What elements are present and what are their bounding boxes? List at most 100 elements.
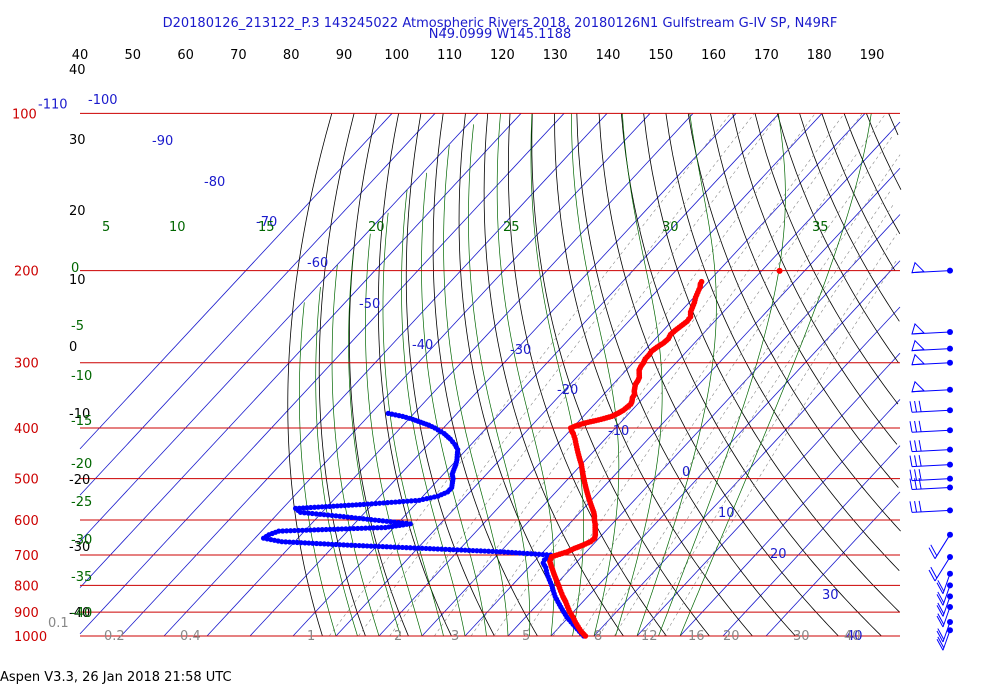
isotherm-label: -30 xyxy=(510,343,531,358)
wind-barb-pennant xyxy=(911,339,926,352)
dewpoint-point xyxy=(372,543,378,549)
pressure-tick-label: 800 xyxy=(14,579,39,594)
pressure-tick-label: 900 xyxy=(14,606,39,621)
wind-barb-shaft xyxy=(942,621,951,643)
wind-barb-feather xyxy=(918,440,922,452)
wind-barb xyxy=(911,261,953,274)
dry-adiabat-line xyxy=(687,113,901,532)
dewpoint-point xyxy=(395,544,402,550)
wind-barb-shaft xyxy=(911,429,951,433)
wind-barb-feather xyxy=(918,400,922,412)
dewpoint-point xyxy=(286,539,293,545)
isotherm-label: -80 xyxy=(204,175,225,190)
dewpoint-point xyxy=(283,539,289,545)
isotherm-line xyxy=(636,352,901,637)
dry-adiabat-label: 0 xyxy=(69,340,77,355)
wind-barb-shaft xyxy=(942,573,951,594)
theta-top-label: 70 xyxy=(230,48,247,63)
wind-barb-feather xyxy=(936,615,944,628)
wind-barb-feather xyxy=(937,591,945,604)
dewpoint-point xyxy=(339,526,345,532)
dewpoint-point xyxy=(364,516,370,522)
theta-top-label: 170 xyxy=(754,48,779,63)
mixing-ratio-line xyxy=(389,113,780,637)
wind-barb xyxy=(911,380,953,393)
moist-adiabat-line xyxy=(615,113,663,637)
wind-barb-feather xyxy=(937,580,945,592)
dewpoint-point xyxy=(321,512,327,518)
theta-top-label: 130 xyxy=(543,48,568,63)
pressure-tick-label: 300 xyxy=(14,357,39,372)
dewpoint-point xyxy=(377,500,383,506)
isotherm-label: 40 xyxy=(846,629,863,644)
dry-adiabat-label: 30 xyxy=(69,133,86,148)
wind-barb-feather xyxy=(937,636,945,649)
mixing-ratio-label: 0.2 xyxy=(104,629,125,644)
wind-barb xyxy=(928,531,953,559)
isotherm-line xyxy=(163,113,651,637)
isotherm-line xyxy=(120,113,608,637)
dewpoint-point xyxy=(403,545,409,551)
temperature-point xyxy=(698,278,705,285)
dewpoint-point xyxy=(361,501,367,507)
dewpoint-point xyxy=(300,505,306,511)
theta-top-label: 90 xyxy=(336,48,353,63)
dry-adiabat-line xyxy=(287,113,333,637)
isotherm-line xyxy=(507,214,901,637)
dewpoint-point xyxy=(337,542,343,548)
dewpoint-point xyxy=(304,505,310,511)
dewpoint-point xyxy=(356,515,363,521)
theta-top-label: 190 xyxy=(860,48,885,63)
wind-barb-feather xyxy=(914,501,918,513)
dewpoint-point xyxy=(319,527,325,533)
theta-top-label: 150 xyxy=(648,48,673,63)
wind-barb xyxy=(936,582,953,606)
wind-barb xyxy=(909,400,953,414)
dewpoint-point xyxy=(352,515,359,521)
dry-adiabat-line xyxy=(665,113,900,571)
dewpoint-point xyxy=(327,503,333,509)
mixing-ratio-label: 3 xyxy=(451,629,459,644)
moist-adiabat-line xyxy=(365,233,423,637)
moist-adiabat-label: 20 xyxy=(368,220,385,235)
dewpoint-point xyxy=(313,540,320,547)
wind-barb-feather xyxy=(928,569,936,582)
isotherm-label: 0 xyxy=(682,465,690,480)
dewpoint-point xyxy=(331,526,337,532)
pressure-tick-label: 600 xyxy=(14,514,39,529)
theta-top-label: 40 xyxy=(72,48,89,63)
wind-barb-feather xyxy=(930,544,938,557)
dewpoint-point xyxy=(462,547,468,553)
wind-barb-feather xyxy=(914,455,918,467)
dry-adiabat-line xyxy=(432,113,538,637)
mixing-ratio-line xyxy=(328,113,731,637)
wind-barb-feather xyxy=(909,455,913,467)
pressure-tick-label: 400 xyxy=(14,422,39,437)
dry-adiabat-line xyxy=(799,113,900,322)
dewpoint-point xyxy=(333,513,339,519)
pressure-tick-label: 500 xyxy=(14,473,39,488)
dewpoint-point xyxy=(395,519,402,526)
mixing-ratio-line xyxy=(470,113,845,637)
wind-barb xyxy=(909,420,953,434)
dewpoint-point xyxy=(369,501,375,507)
wind-barb-pennant xyxy=(911,380,926,393)
dry-adiabat-line xyxy=(531,113,710,637)
dewpoint-point xyxy=(376,517,382,524)
wind-barb-feather xyxy=(936,639,944,651)
moist-adiabat-line xyxy=(658,113,786,637)
wind-barb-shaft xyxy=(911,509,951,513)
dry-adiabat-line xyxy=(348,113,409,637)
dewpoint-point xyxy=(365,501,371,507)
theta-top-label: 180 xyxy=(807,48,832,63)
dry-adiabat-line xyxy=(405,113,495,637)
dry-adiabat-line xyxy=(710,113,899,488)
dewpoint-point xyxy=(399,520,406,526)
dewpoint-point xyxy=(323,526,329,533)
isotherm-line xyxy=(79,113,393,450)
dewpoint-point xyxy=(337,513,343,519)
wind-barb-shaft xyxy=(911,464,951,468)
wind-barb-shaft xyxy=(942,596,951,617)
theta-top-label: 100 xyxy=(384,48,409,63)
